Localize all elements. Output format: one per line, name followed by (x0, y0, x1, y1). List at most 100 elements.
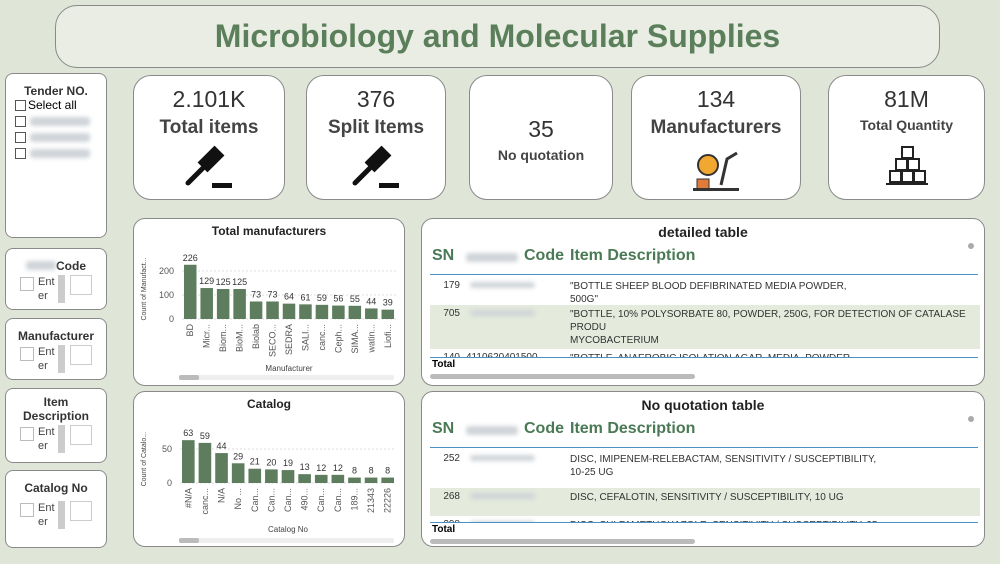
robot-arm (719, 151, 738, 186)
x-tick-label: Can... (283, 488, 293, 512)
bar (315, 304, 329, 319)
data-label: 56 (333, 294, 343, 304)
x-axis-label: Catalog No (268, 525, 309, 534)
kpi-value: 2.101K (172, 86, 246, 112)
blurred-text (470, 310, 535, 316)
x-tick-label: BioM... (235, 324, 245, 352)
kpi-value: 134 (696, 86, 736, 112)
gavel-base (379, 183, 399, 188)
kpi-value: 81M (884, 86, 929, 112)
scroll-thumb (179, 538, 199, 543)
y-tick-label: 50 (162, 444, 172, 454)
bar (216, 289, 230, 319)
table-row: 705 "BOTTLE, 10% POLYSORBATE 80, POWDER, … (430, 305, 980, 349)
cell-description: DISC, SULFAMETHOXAZOLE, SENSITIVITY / SU… (570, 519, 980, 522)
search-input[interactable]: Enter (20, 275, 96, 303)
bar (282, 303, 296, 319)
data-label: 44 (366, 296, 376, 306)
bar (200, 288, 213, 319)
go-button[interactable] (70, 425, 92, 445)
x-tick-label: Can... (333, 488, 343, 512)
placeholder: Enter (38, 426, 55, 452)
column-header: Item Description (570, 247, 696, 264)
kpi-card: 134 Manufacturers (631, 75, 801, 200)
bar (198, 442, 212, 483)
kpi-label: Split Items (327, 117, 425, 138)
label-text: Catalog No (24, 481, 88, 495)
icon (885, 146, 928, 185)
search-input[interactable]: Enter (20, 425, 96, 453)
go-button[interactable] (70, 275, 92, 295)
table-footer: Total (432, 359, 456, 370)
data-label: 12 (316, 463, 326, 473)
x-tick-label: 490... (300, 488, 310, 511)
slicer: Tender NO. Select all (5, 73, 107, 238)
go-button[interactable] (70, 501, 92, 521)
checkbox[interactable] (15, 132, 26, 143)
table-title: detailed table (658, 224, 748, 240)
scroll-thumb (430, 374, 695, 379)
x-tick-label: SIMA... (350, 324, 360, 354)
kpi-label: No quotation (497, 147, 585, 163)
data-label: 129 (199, 276, 214, 286)
slicer: Catalog No Enter (5, 470, 107, 548)
chart: Total manufacturers 0 100 200 226 BD 129 Micr..… (141, 224, 396, 380)
bar (265, 469, 278, 483)
option[interactable] (15, 116, 90, 127)
cell-code: 4110620401500 (466, 352, 566, 357)
placeholder: Enter (38, 502, 55, 528)
dropdown-icon[interactable] (20, 427, 34, 441)
chart: Catalog 0 50 63 #N/A 59 canc... 44 N/A 29 No ... 21… (141, 397, 396, 543)
column-header: Code (524, 420, 564, 437)
bar (281, 470, 295, 483)
kpi-card: 35 No quotation (469, 75, 613, 200)
scroll-thumb (430, 539, 695, 544)
header: Microbiology and Molecular Supplies (55, 5, 940, 68)
search-input[interactable]: Enter (20, 501, 96, 529)
slicer-label: Tender NO. (6, 84, 106, 98)
dropdown-icon[interactable] (20, 503, 34, 517)
kpi-label: Total items (159, 117, 259, 138)
column-header: Code (524, 247, 564, 264)
checkbox[interactable] (15, 148, 26, 159)
dropdown-icon[interactable] (20, 347, 34, 361)
x-tick-label: #N/A (183, 488, 193, 508)
checkbox[interactable] (15, 116, 26, 127)
cell-description: "BOTTLE SHEEP BLOOD DEFIBRINATED MEDIA P… (570, 281, 847, 305)
slicer: Code Enter (5, 248, 107, 310)
icon (352, 145, 399, 188)
bar (314, 474, 328, 483)
option[interactable] (15, 148, 90, 159)
box-a (696, 178, 710, 190)
table-title: No quotation table (641, 397, 765, 413)
bar (249, 301, 263, 319)
chart-panel: Catalog 0 50 63 #N/A 59 canc... 44 N/A 29 No ... 21… (133, 391, 405, 547)
table-row: 140 4110620401500 "BOTTLE, ANAEROBIC ISOLA… (430, 349, 980, 357)
x-tick-label: N/A (217, 488, 227, 503)
option[interactable]: Select all (15, 98, 77, 112)
data-label: 8 (385, 466, 390, 476)
belt (693, 188, 739, 191)
search-input[interactable]: Enter (20, 345, 96, 373)
x-tick-label: 189... (349, 488, 359, 511)
checkbox[interactable] (15, 99, 26, 111)
x-tick-label: Micr... (202, 324, 212, 348)
go-button[interactable] (70, 345, 92, 365)
chart-title: Catalog (247, 397, 291, 411)
dropdown-icon[interactable] (20, 277, 34, 291)
data-label: 63 (183, 428, 193, 438)
column-header: SN (432, 247, 455, 264)
bar (381, 309, 395, 319)
option[interactable] (15, 132, 90, 143)
bar (364, 477, 378, 483)
cell-description: "BOTTLE, ANAEROBIC ISOLATION AGAR, MEDIA… (570, 352, 980, 357)
box (906, 158, 920, 171)
x-tick-label: BD (185, 324, 195, 337)
x-tick-label: Ceph... (333, 324, 343, 353)
x-tick-label: Can... (316, 488, 326, 512)
cell-sn: 268 (443, 491, 460, 502)
y-tick-label: 200 (159, 266, 174, 276)
x-tick-label: No ... (233, 488, 243, 510)
data-label: 125 (216, 277, 231, 287)
data-label: 64 (284, 292, 294, 302)
